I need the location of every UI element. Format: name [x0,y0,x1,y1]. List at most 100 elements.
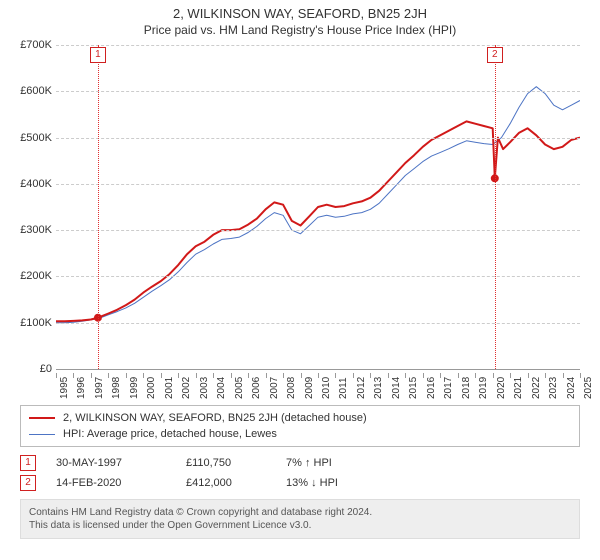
x-axis-label: 2002 [181,377,192,399]
legend-swatch-subject [29,417,55,419]
x-tick [528,373,529,378]
x-tick [213,373,214,378]
x-axis-labels: 1995199619971998199920002001200220032004… [56,373,580,403]
x-tick [73,373,74,378]
x-axis-label: 2019 [478,377,489,399]
x-axis-label: 2016 [426,377,437,399]
y-axis-label: £600K [10,85,52,97]
legend-item-subject: 2, WILKINSON WAY, SEAFORD, BN25 2JH (det… [29,410,571,426]
sale-marker-line [495,45,496,369]
x-tick [493,373,494,378]
x-axis-label: 2020 [496,377,507,399]
x-axis-label: 2023 [548,377,559,399]
gridline [56,230,580,231]
legend-label-hpi: HPI: Average price, detached house, Lewe… [63,428,277,440]
sale-row-2: 2 14-FEB-2020 £412,000 13% ↓ HPI [20,473,580,493]
x-tick [545,373,546,378]
x-axis-label: 2000 [146,377,157,399]
x-tick [248,373,249,378]
legend-swatch-hpi [29,434,55,435]
gridline [56,91,580,92]
y-axis-label: £300K [10,224,52,236]
x-tick [126,373,127,378]
x-tick [440,373,441,378]
x-tick [143,373,144,378]
legend-item-hpi: HPI: Average price, detached house, Lewe… [29,426,571,442]
x-axis-label: 2013 [373,377,384,399]
gridline [56,276,580,277]
x-tick [458,373,459,378]
chart-area: 12 1995199619971998199920002001200220032… [10,41,590,399]
x-tick [405,373,406,378]
sale-marker-box: 2 [487,47,503,63]
x-axis-label: 1996 [76,377,87,399]
x-axis-label: 1999 [129,377,140,399]
sale-date-2: 14-FEB-2020 [56,477,186,489]
y-axis-label: £700K [10,39,52,51]
sale-price-2: £412,000 [186,477,286,489]
x-axis-label: 2014 [391,377,402,399]
gridline [56,138,580,139]
y-axis-label: £200K [10,270,52,282]
x-axis-label: 2024 [566,377,577,399]
x-tick [178,373,179,378]
y-axis-label: £400K [10,178,52,190]
sale-marker-2: 2 [20,475,36,491]
x-tick [563,373,564,378]
sale-price-1: £110,750 [186,457,286,469]
x-axis-label: 2010 [321,377,332,399]
footer-line-2: This data is licensed under the Open Gov… [29,519,571,532]
x-axis-label: 2004 [216,377,227,399]
x-tick [301,373,302,378]
x-tick [231,373,232,378]
x-tick [161,373,162,378]
x-axis-label: 2018 [461,377,472,399]
x-tick [56,373,57,378]
x-axis-label: 2015 [408,377,419,399]
series-line-hpi [56,87,580,323]
legend-label-subject: 2, WILKINSON WAY, SEAFORD, BN25 2JH (det… [63,412,367,424]
x-axis-label: 2008 [286,377,297,399]
x-axis-label: 2011 [338,377,349,399]
x-tick [475,373,476,378]
plot-svg [56,45,580,369]
x-axis-label: 2005 [234,377,245,399]
x-axis-label: 1997 [94,377,105,399]
x-axis-label: 2003 [199,377,210,399]
sale-delta-1: 7% ↑ HPI [286,457,406,469]
attribution-footer: Contains HM Land Registry data © Crown c… [20,499,580,539]
sale-marker-box: 1 [90,47,106,63]
sale-marker-line [98,45,99,369]
x-axis-label: 1998 [111,377,122,399]
plot-region: 12 [56,45,580,370]
sales-table: 1 30-MAY-1997 £110,750 7% ↑ HPI 2 14-FEB… [20,453,580,493]
x-tick [388,373,389,378]
gridline [56,184,580,185]
x-tick [580,373,581,378]
x-tick [108,373,109,378]
sale-marker-1: 1 [20,455,36,471]
gridline [56,323,580,324]
x-axis-label: 2025 [583,377,594,399]
chart-subtitle: Price paid vs. HM Land Registry's House … [0,21,600,41]
x-axis-label: 2009 [304,377,315,399]
x-tick [510,373,511,378]
x-axis-label: 2001 [164,377,175,399]
gridline [56,45,580,46]
x-axis-label: 2006 [251,377,262,399]
sale-date-1: 30-MAY-1997 [56,457,186,469]
x-axis-label: 2012 [356,377,367,399]
sale-row-1: 1 30-MAY-1997 £110,750 7% ↑ HPI [20,453,580,473]
chart-title: 2, WILKINSON WAY, SEAFORD, BN25 2JH [0,0,600,21]
y-axis-label: £0 [10,363,52,375]
x-axis-label: 2021 [513,377,524,399]
x-tick [370,373,371,378]
x-axis-label: 2017 [443,377,454,399]
x-tick [353,373,354,378]
sale-delta-2: 13% ↓ HPI [286,477,406,489]
x-axis-label: 2022 [531,377,542,399]
y-axis-label: £500K [10,132,52,144]
legend: 2, WILKINSON WAY, SEAFORD, BN25 2JH (det… [20,405,580,447]
x-tick [283,373,284,378]
x-tick [266,373,267,378]
